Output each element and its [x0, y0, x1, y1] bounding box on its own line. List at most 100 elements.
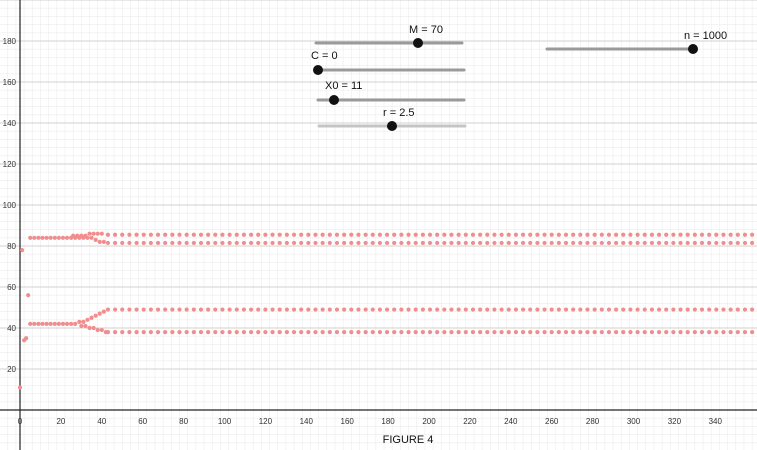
- data-point: [334, 240, 340, 246]
- data-point: [492, 240, 497, 246]
- data-point: [621, 330, 626, 335]
- slider-r[interactable]: r = 2.5: [317, 107, 467, 131]
- data-point: [148, 232, 153, 237]
- data-point: [742, 240, 748, 246]
- data-point: [93, 237, 98, 242]
- data-point: [635, 232, 640, 237]
- x-tick-label: 20: [56, 417, 65, 426]
- data-point: [220, 240, 225, 246]
- data-point: [356, 232, 361, 237]
- data-point: [721, 330, 726, 335]
- data-point: [728, 232, 733, 237]
- data-point: [112, 240, 118, 246]
- slider-knob[interactable]: [413, 38, 423, 48]
- data-point: [399, 232, 404, 237]
- data-point: [621, 232, 626, 237]
- data-point: [449, 307, 454, 312]
- slider-m[interactable]: M = 70: [314, 24, 464, 48]
- data-point: [485, 330, 490, 335]
- data-point: [556, 240, 561, 246]
- data-point: [101, 239, 106, 244]
- data-point: [291, 232, 297, 237]
- data-point: [685, 240, 690, 246]
- data-point: [256, 232, 261, 237]
- data-point: [750, 240, 755, 246]
- data-point: [470, 307, 476, 312]
- slider-n[interactable]: n = 1000: [545, 30, 727, 54]
- data-point: [227, 240, 232, 246]
- data-point: [284, 330, 289, 335]
- data-point: [105, 240, 111, 246]
- data-point: [120, 330, 125, 335]
- data-point: [392, 330, 397, 335]
- slider-knob[interactable]: [387, 121, 397, 131]
- slider-knob[interactable]: [688, 44, 698, 54]
- data-point: [649, 240, 655, 246]
- slider-x0[interactable]: X0 = 11: [316, 80, 466, 105]
- data-point: [384, 307, 390, 312]
- data-point: [513, 240, 519, 246]
- data-point: [571, 330, 576, 335]
- data-point: [370, 307, 375, 312]
- data-point: [463, 240, 468, 246]
- data-point: [735, 240, 740, 246]
- data-point: [442, 307, 447, 312]
- data-point: [220, 307, 225, 312]
- data-point: [134, 240, 139, 246]
- data-point: [571, 232, 576, 237]
- data-point: [60, 235, 66, 240]
- data-point: [750, 330, 755, 335]
- data-point: [120, 232, 125, 237]
- data-point: [342, 307, 347, 312]
- data-point: [112, 232, 118, 237]
- data-point: [649, 330, 655, 335]
- data-point: [406, 330, 411, 335]
- data-point: [535, 240, 540, 246]
- data-point: [306, 240, 311, 246]
- data-point: [664, 240, 669, 246]
- data-point: [48, 235, 53, 240]
- data-point: [313, 232, 318, 237]
- data-point: [642, 232, 647, 237]
- data-point: [492, 232, 497, 237]
- data-point: [520, 240, 526, 246]
- data-point: [342, 330, 347, 335]
- data-point: [163, 307, 168, 312]
- data-point: [413, 307, 418, 312]
- slider-knob[interactable]: [313, 65, 323, 75]
- data-point: [356, 307, 361, 312]
- data-point: [499, 307, 504, 312]
- data-point: [614, 232, 619, 237]
- x-tick-label: 0: [18, 417, 23, 426]
- data-point: [148, 330, 153, 335]
- data-point: [549, 240, 554, 246]
- data-point: [420, 330, 425, 335]
- data-point: [342, 240, 347, 246]
- slider-c[interactable]: C = 0: [311, 50, 466, 75]
- data-point: [492, 330, 497, 335]
- data-point: [342, 232, 347, 237]
- data-point: [60, 321, 66, 326]
- data-point: [678, 307, 683, 312]
- data-point: [77, 319, 82, 324]
- data-point: [427, 240, 433, 246]
- data-point: [520, 307, 526, 312]
- data-point: [170, 232, 175, 237]
- data-point: [370, 232, 375, 237]
- x-tick-label: 120: [259, 417, 273, 426]
- data-point: [556, 232, 561, 237]
- data-point: [44, 321, 49, 326]
- y-tick-label: 120: [3, 160, 17, 169]
- data-point: [592, 307, 597, 312]
- slider-knob[interactable]: [329, 95, 339, 105]
- data-point: [105, 232, 111, 237]
- data-point: [83, 233, 88, 238]
- data-point: [728, 330, 733, 335]
- data-point: [377, 307, 383, 312]
- data-point: [177, 307, 182, 312]
- data-point: [79, 323, 84, 329]
- data-point: [449, 330, 454, 335]
- data-point: [427, 232, 433, 237]
- x-tick-label: 220: [463, 417, 477, 426]
